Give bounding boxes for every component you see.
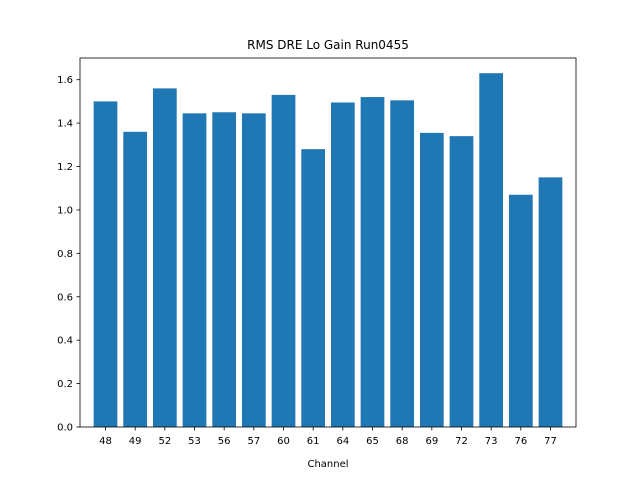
x-tick-label: 61 [307,436,320,447]
x-tick-label: 72 [455,436,468,447]
bar-73 [479,73,504,427]
x-tick-label: 49 [129,436,142,447]
x-tick-label: 57 [247,436,260,447]
y-tick-label: 0.6 [57,292,73,303]
bar-56 [212,112,237,427]
y-tick-label: 1.4 [57,119,73,130]
bar-60 [271,94,296,428]
x-axis-ticks: 48 49 52 53 56 57 60 61 64 65 68 69 72 73 76 77 [99,427,557,447]
x-tick-label: 53 [188,436,201,447]
y-tick-label: 0.4 [57,336,73,347]
x-tick-label: 56 [218,436,231,447]
x-tick-label: 60 [277,436,290,447]
x-tick-label: 77 [544,436,557,447]
bar-57 [241,113,266,427]
y-tick-label: 1.2 [57,162,73,173]
chart-title: RMS DRE Lo Gain Run0455 [247,38,409,52]
plot-frame [79,57,577,428]
y-tick-label: 1.0 [57,205,73,216]
x-tick-label: 69 [425,436,438,447]
bar-68 [390,100,415,427]
y-tick-label: 0.0 [57,423,73,434]
y-tick-label: 0.8 [57,249,73,260]
bar-49 [123,131,148,428]
x-tick-label: 76 [514,436,527,447]
x-tick-label: 68 [396,436,409,447]
bar-64 [330,102,355,427]
bar-69 [419,132,444,427]
x-tick-label: 52 [158,436,171,447]
bar-group [93,73,563,428]
bar-76 [508,194,533,427]
x-tick-label: 48 [99,436,112,447]
y-tick-label: 1.6 [57,75,73,86]
x-tick-label: 64 [336,436,349,447]
x-tick-label: 73 [485,436,498,447]
bar-77 [538,177,563,427]
x-axis-label: Channel [307,459,348,470]
x-tick-label: 65 [366,436,379,447]
bar-53 [182,113,207,427]
bar-48 [93,101,118,427]
bar-61 [301,149,326,427]
y-axis-ticks: 0.0 0.2 0.4 0.6 0.8 1.0 1.2 1.4 1.6 [57,75,80,434]
bar-52 [152,88,177,427]
bar-65 [360,97,385,427]
bar-72 [449,136,474,427]
y-tick-label: 0.2 [57,379,73,390]
